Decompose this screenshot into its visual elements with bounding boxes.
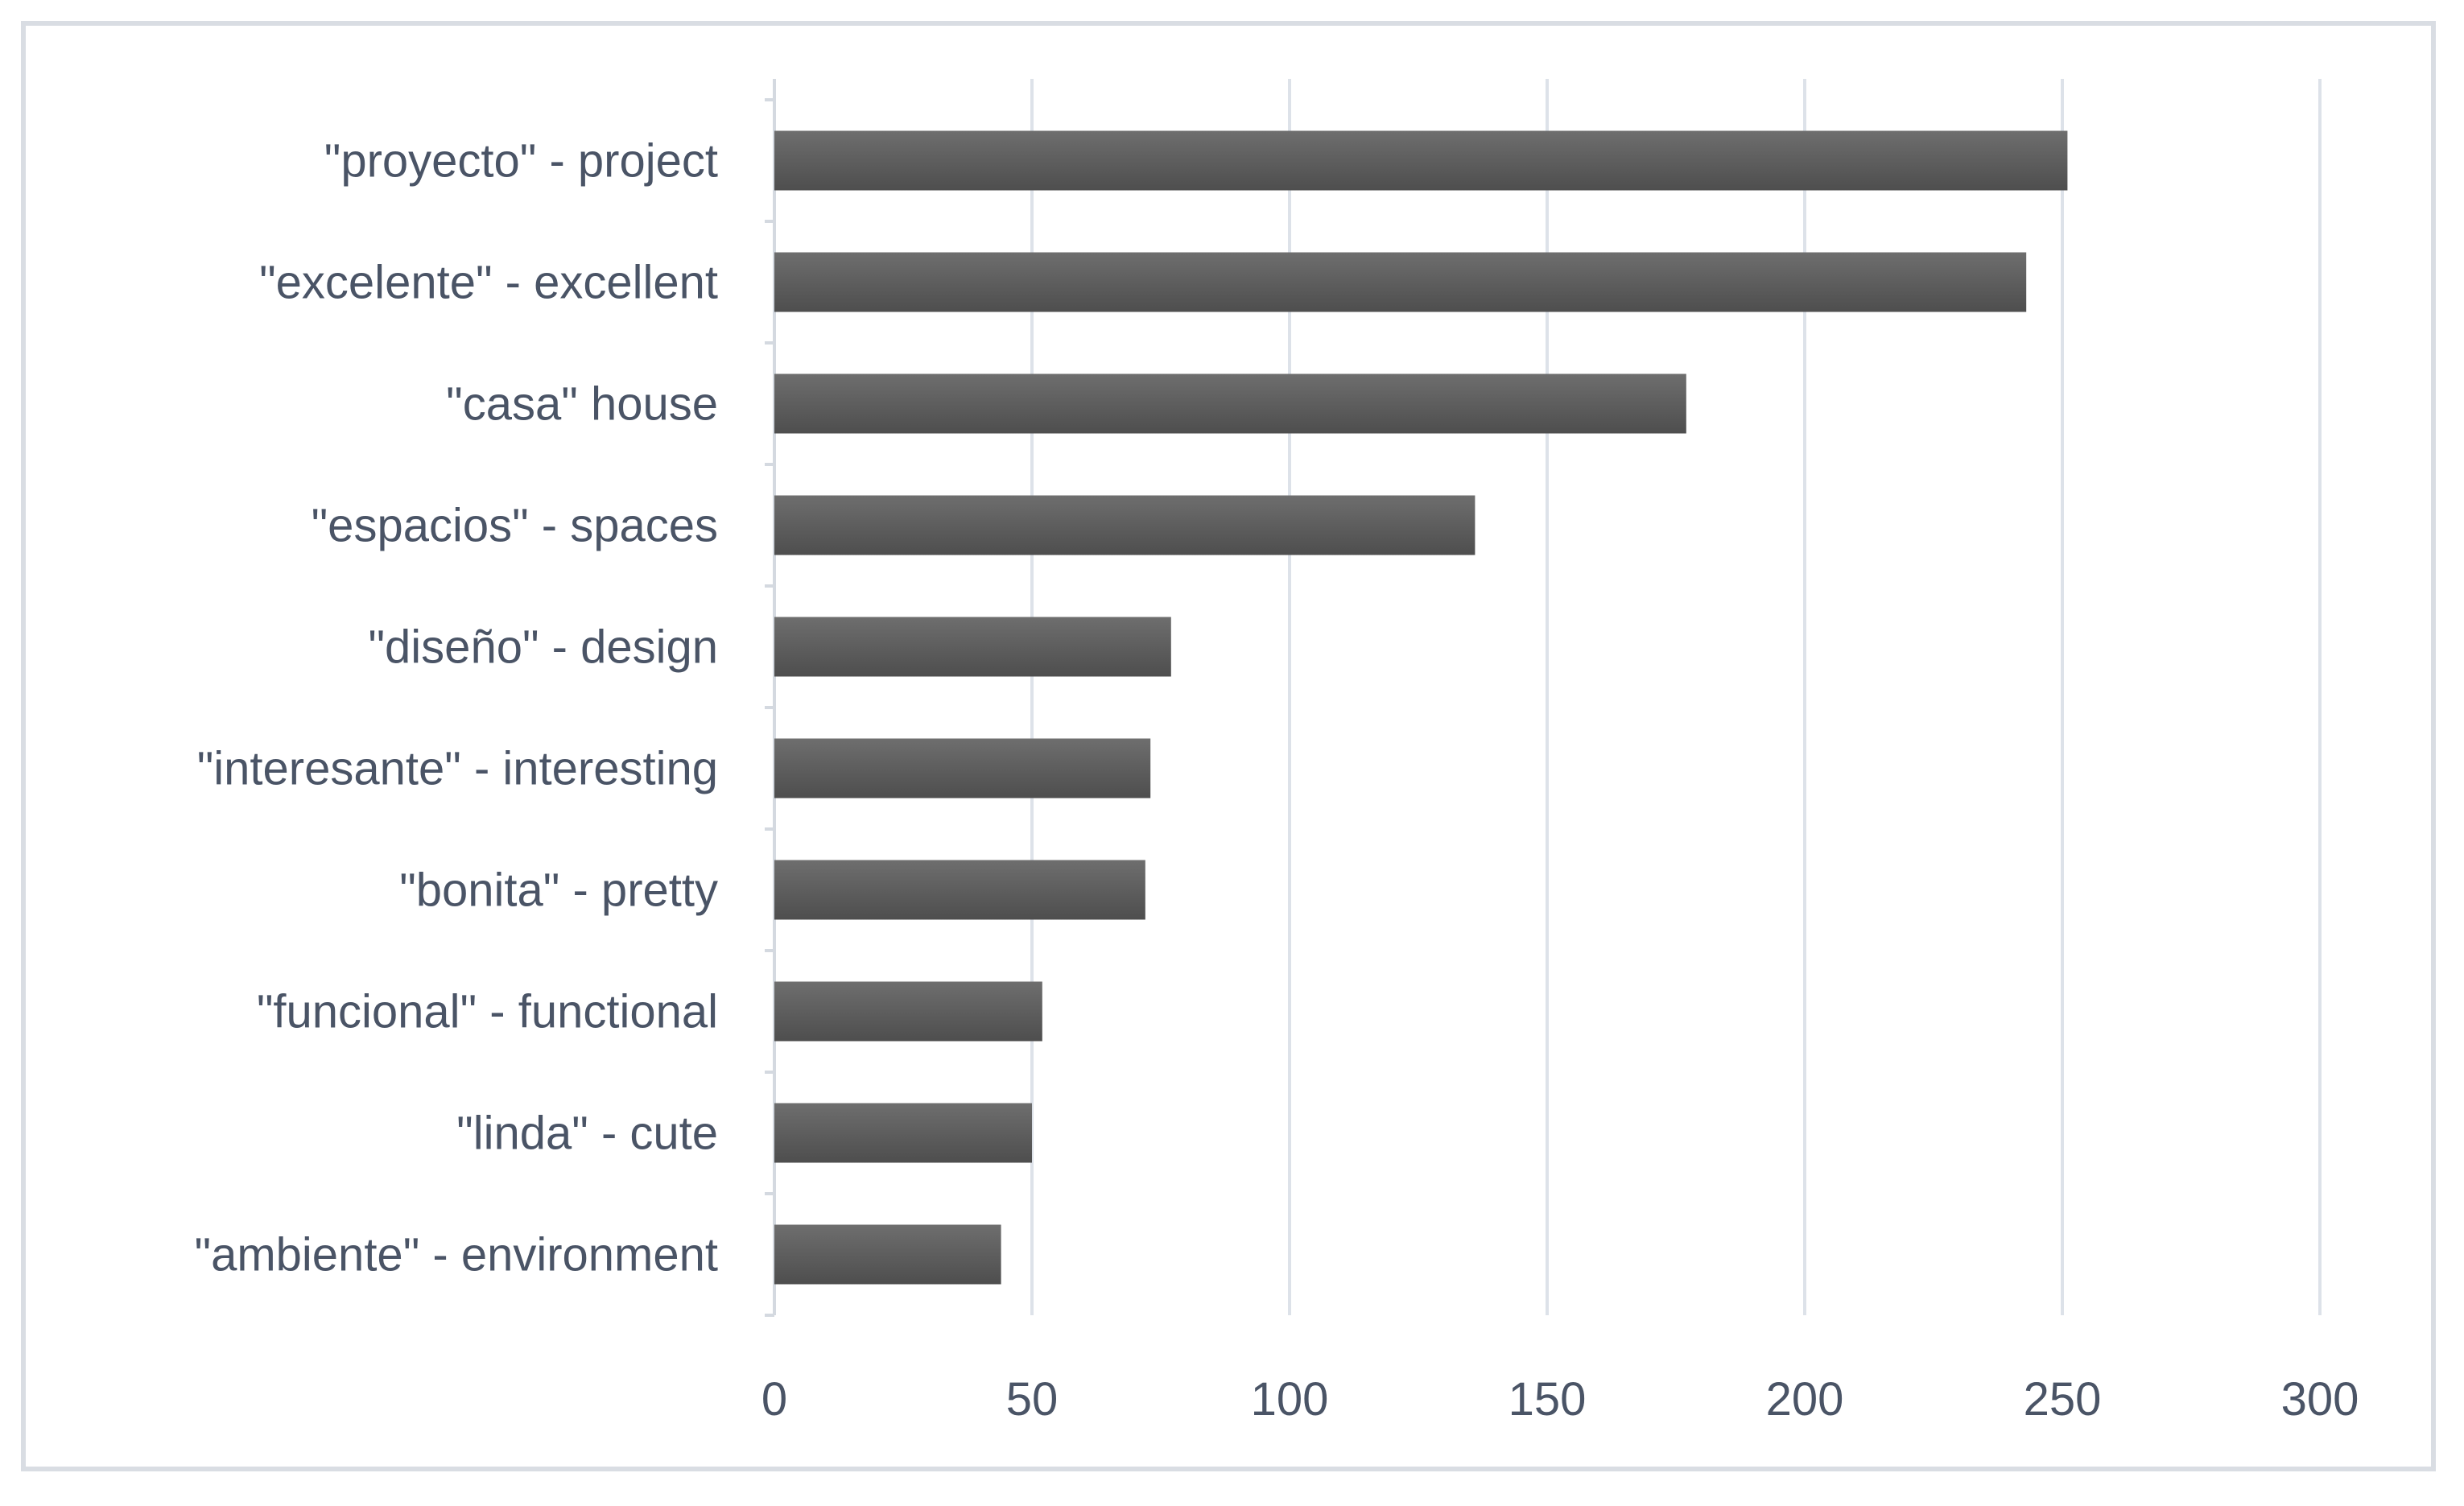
bar-3 [774,495,1476,555]
x-tick-labels: 0 50 100 150 200 250 300 [761,1373,2359,1426]
bar-8 [774,1103,1032,1163]
bar-4 [774,617,1171,677]
category-label-2: "casa" house [446,378,718,431]
bar-6 [774,860,1145,920]
x-tick-label-200: 200 [1766,1373,1844,1426]
bars [774,130,2068,1285]
x-tick-label-50: 50 [1006,1373,1059,1426]
category-label-0: "proyecto" - project [324,135,718,188]
bar-2 [774,373,1686,434]
category-labels: "proyecto" - project "excelente" - excell… [195,135,719,1281]
bar-chart: "proyecto" - project "excelente" - excell… [195,79,2359,1426]
x-tick-label-150: 150 [1509,1373,1587,1426]
category-label-8: "linda" - cute [456,1108,718,1160]
x-tick-label-300: 300 [2281,1373,2359,1426]
x-tick-label-250: 250 [2024,1373,2102,1426]
bar-1 [774,252,2027,312]
category-label-7: "funcional" - functional [257,986,718,1038]
bar-0 [774,130,2068,191]
bar-5 [774,738,1151,798]
category-label-6: "bonita" - pretty [399,864,718,917]
category-label-1: "excelente" - excellent [259,257,718,309]
category-label-5: "interesante" - interesting [197,743,718,795]
x-tick-label-100: 100 [1251,1373,1329,1426]
category-label-4: "diseño" - design [368,621,718,674]
x-tick-label-0: 0 [761,1373,787,1426]
category-label-9: "ambiente" - environment [195,1229,719,1281]
bar-9 [774,1224,1001,1285]
y-axis [765,79,776,1317]
category-label-3: "espacios" - spaces [312,500,718,552]
bar-7 [774,981,1042,1042]
chart-frame: "proyecto" - project "excelente" - excell… [21,21,2436,1471]
